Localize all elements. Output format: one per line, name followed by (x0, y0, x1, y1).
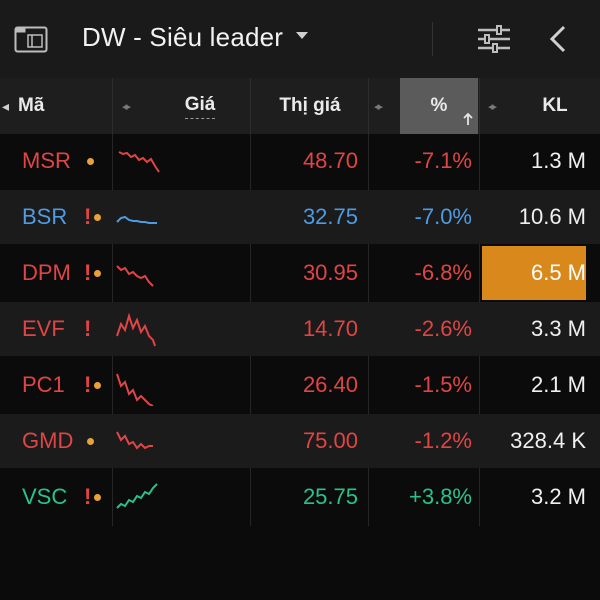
alert-flag: ! (84, 358, 102, 412)
chevron-left-icon[interactable] (544, 22, 574, 56)
sliders-icon[interactable] (475, 22, 513, 56)
stock-symbol[interactable]: GMD (22, 428, 74, 453)
sparkline-chart (116, 215, 157, 224)
exclamation-icon: ! (84, 260, 92, 285)
watchlist-title[interactable]: DW - Siêu leader (82, 22, 284, 52)
exclamation-icon: ! (84, 484, 92, 509)
status-dot-icon (87, 437, 94, 445)
alert-flag (84, 414, 94, 468)
alert-flag: ! (84, 470, 102, 524)
sort-ascending-icon (463, 112, 473, 125)
table-row[interactable]: DPM! 30.95 -6.8% 6.5 M (0, 246, 600, 300)
exclamation-icon: ! (84, 316, 92, 341)
stock-symbol[interactable]: DPM (22, 260, 71, 285)
volume-value: 2.1 M (530, 372, 586, 397)
watchlist-toolbar: DW - Siêu leader (0, 0, 600, 78)
sparkline-path (118, 151, 160, 173)
volume-value: 1.3 M (530, 148, 586, 173)
sparkline-chart (116, 431, 153, 450)
sparkline-chart (118, 151, 160, 173)
status-dot-icon (94, 213, 102, 221)
alert-flag: ! (84, 190, 102, 244)
price-value: 30.95 (302, 260, 358, 285)
price-value: 75.00 (302, 428, 358, 453)
sparkline-path (116, 483, 158, 509)
price-value: 14.70 (302, 316, 358, 341)
sparkline-path (116, 265, 154, 287)
sparkline-path (116, 312, 156, 347)
column-symbol[interactable]: Mã (18, 95, 45, 116)
price-value: 26.40 (302, 372, 358, 397)
sparkline-chart (116, 265, 154, 287)
table-row[interactable]: PC1! 26.40 -1.5% 2.1 M (0, 358, 600, 412)
alert-flag: ! (84, 246, 102, 300)
price-value: 25.75 (302, 484, 358, 509)
column-change-label: % (430, 95, 448, 116)
stock-symbol[interactable]: BSR (22, 204, 68, 229)
volume-value: 10.6 M (518, 204, 586, 229)
price-value: 32.75 (302, 204, 358, 229)
column-move-icon[interactable]: ◂▸ (374, 101, 383, 113)
alert-flag: ! (84, 302, 91, 356)
sparkline-path (116, 215, 157, 224)
volume-value: 3.3 M (530, 316, 586, 341)
table-row[interactable]: GMD 75.00 -1.2% 328.4 K (0, 414, 600, 468)
table-row[interactable]: BSR! 32.75 -7.0% 10.6 M (0, 190, 600, 244)
sparkline-chart (116, 373, 154, 406)
sparkline-path (116, 373, 154, 406)
status-dot-icon (87, 157, 94, 165)
change-percent: -1.5% (414, 372, 472, 397)
stock-symbol[interactable]: VSC (22, 484, 68, 509)
table-header: ◂ Mã ◂▸ Giá Thị giá ◂▸ % ◂▸ KL (0, 78, 600, 134)
change-percent: -7.0% (414, 204, 472, 229)
chevron-down-icon[interactable] (296, 32, 308, 39)
column-chart-label: Giá (184, 94, 216, 119)
exclamation-icon: ! (84, 204, 92, 229)
change-percent: +3.8% (409, 484, 472, 509)
status-dot-icon (94, 493, 102, 501)
status-dot-icon (94, 269, 102, 277)
sparkline-path (116, 431, 153, 450)
exclamation-icon: ! (84, 372, 92, 397)
change-percent: -2.6% (414, 316, 472, 341)
toolbar-divider (432, 22, 433, 56)
column-change[interactable]: % (400, 78, 478, 134)
change-percent: -6.8% (414, 260, 472, 285)
column-move-icon[interactable]: ◂▸ (488, 101, 497, 113)
folder-icon[interactable] (14, 24, 48, 54)
column-volume[interactable]: KL (542, 95, 568, 116)
column-move-icon[interactable]: ◂▸ (122, 101, 131, 113)
status-dot-icon (94, 381, 102, 389)
column-chart[interactable]: Giá (160, 78, 240, 134)
change-percent: -1.2% (414, 428, 472, 453)
column-divider (479, 78, 480, 134)
table-row[interactable]: MSR 48.70 -7.1% 1.3 M (0, 134, 600, 188)
scroll-left-icon[interactable]: ◂ (2, 98, 9, 114)
stock-symbol[interactable]: PC1 (22, 372, 65, 397)
column-divider (112, 78, 113, 134)
table-row[interactable]: VSC! 25.75 +3.8% 3.2 M (0, 470, 600, 524)
volume-value: 328.4 K (510, 428, 586, 453)
table-row[interactable]: EVF! 14.70 -2.6% 3.3 M (0, 302, 600, 356)
sparkline-chart (116, 312, 156, 347)
column-divider (250, 78, 251, 134)
volume-value: 6.5 M (482, 246, 586, 300)
column-divider (368, 78, 369, 134)
stock-symbol[interactable]: EVF (22, 316, 65, 341)
alert-flag (84, 134, 94, 188)
change-percent: -7.1% (414, 148, 472, 173)
column-price[interactable]: Thị giá (279, 95, 341, 116)
stock-symbol[interactable]: MSR (22, 148, 71, 173)
price-value: 48.70 (302, 148, 358, 173)
volume-value: 3.2 M (530, 484, 586, 509)
sparkline-chart (116, 483, 158, 509)
